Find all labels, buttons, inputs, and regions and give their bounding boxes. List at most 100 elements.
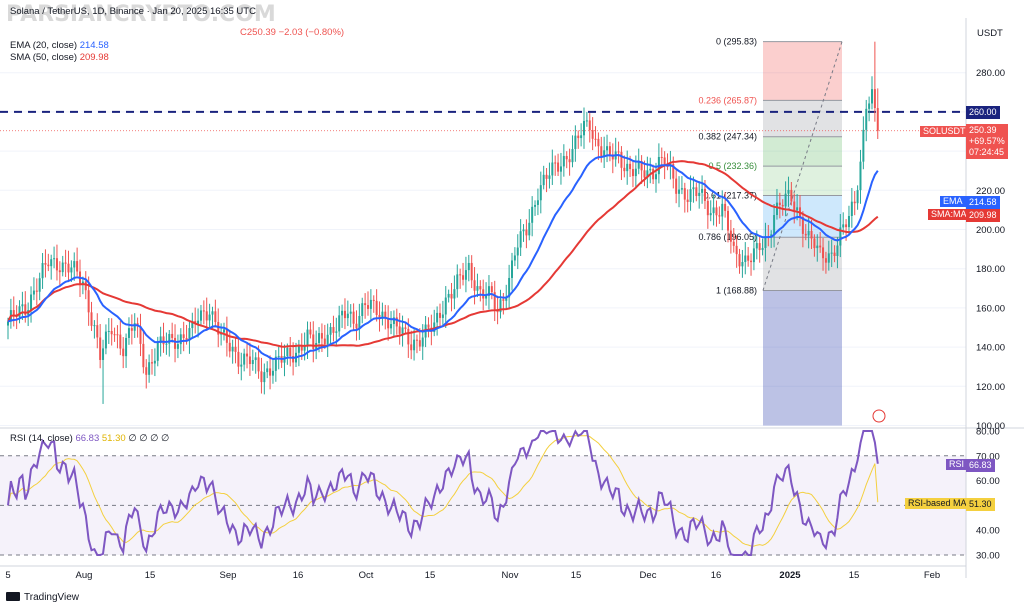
fib-label: 0.236 (265.87) [698,95,757,105]
candle-body [626,163,629,172]
candle-body [240,364,243,367]
candle-body [18,306,21,317]
candle-body [413,339,416,351]
candle-body [853,201,856,204]
candle-body [355,323,358,329]
candle-body [738,254,741,267]
candle-body [859,161,862,191]
ema-price-tag: 214.58 [966,196,1000,209]
candle-body [55,258,58,271]
rsi-tick-label: 70.00 [976,451,1000,462]
candle-body [104,331,107,349]
candle-body [531,206,534,223]
rsi-name-tag: RSI [946,459,968,470]
candle-body [415,339,418,341]
candle-body [257,357,260,372]
ema-legend[interactable]: EMA (20, close) 214.58 [10,40,109,51]
candle-body [453,289,456,299]
candle-body [50,259,53,267]
candle-body [807,230,810,236]
candle-body [53,258,56,260]
ema-20-line [7,153,879,361]
sma-price-tag: 209.98 [966,209,1000,222]
candle-body [231,346,234,352]
candle-body [571,149,574,163]
candle-body [822,247,825,259]
candle-body [7,321,9,326]
candle-body [263,372,266,383]
candle-body [505,297,508,301]
candle-body [364,303,367,306]
candle-body [401,327,404,334]
candle-body [67,263,70,273]
candle-body [456,274,459,290]
candle-body [398,326,401,334]
candle-body [338,315,341,332]
time-tick-label: 5 [5,570,10,581]
candle-body [165,343,168,345]
candle-body [378,314,381,318]
time-tick-label: Sep [220,570,237,581]
candle-body [369,299,372,309]
candle-body [755,243,758,249]
chart-title: Solana / TetherUS, 1D, Binance · Jan 20,… [10,6,256,17]
candle-body [557,162,560,172]
candle-body [444,297,447,315]
fib-label: 0.382 (247.34) [698,132,757,142]
candle-body [93,325,96,327]
candle-body [119,334,122,349]
candle-body [617,151,620,153]
candle-body [583,120,585,136]
candle-body [819,245,822,248]
candle-body [439,312,441,318]
candle-body [758,243,761,251]
candle-body [113,334,116,336]
candle-body [692,187,695,190]
candle-body [24,304,27,315]
candle-body [176,344,179,349]
candle-body [640,161,643,171]
candle-body [485,295,488,299]
candle-body [64,262,67,264]
candle-body [773,215,776,235]
rsi-legend[interactable]: RSI (14, close) 66.83 51.30 ∅ ∅ ∅ ∅ [10,433,170,444]
candle-body [663,157,666,166]
candle-body [594,138,597,140]
candle-body [208,314,211,321]
candle-body [162,336,165,345]
sma-legend[interactable]: SMA (50, close) 209.98 [10,52,109,63]
candle-body [775,202,778,216]
candle-body [70,267,73,273]
candle-body [695,187,698,196]
candle-body [862,129,865,162]
price-tick-label: 140.00 [976,343,1005,354]
rsi-ma-name-tag: RSI-based MA [905,498,970,509]
fib-label: 0.61 (217.37) [703,190,757,200]
candle-body [21,304,24,307]
candle-body [574,135,577,150]
symbol-tag: SOLUSDT [920,126,969,137]
candle-body [701,188,704,193]
candle-body [493,292,496,310]
candle-body [715,207,718,216]
time-tick-label: 15 [849,570,860,581]
currency-label[interactable]: USDT [977,28,1003,39]
candle-body [116,334,119,336]
candle-body [179,334,182,345]
candle-body [205,311,208,321]
candle-body [384,311,387,319]
candle-body [223,329,225,333]
candle-body [508,277,511,298]
candle-body [873,89,876,109]
candle-body [839,227,842,246]
tradingview-logo[interactable]: TradingView [6,592,79,603]
time-tick-label: Nov [502,570,519,581]
candle-body [649,168,652,171]
candle-body [655,174,657,180]
candle-body [404,327,407,329]
rsi-tick-label: 30.00 [976,551,1000,562]
candle-body [35,290,38,292]
candle-body [41,263,44,279]
time-tick-label: Oct [359,570,374,581]
candle-body [562,156,565,167]
